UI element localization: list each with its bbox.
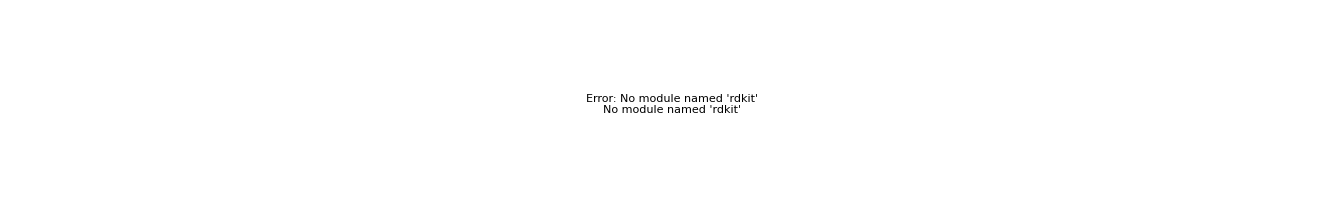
Text: Error: No module named 'rdkit'
No module named 'rdkit': Error: No module named 'rdkit' No module… [586,94,758,115]
